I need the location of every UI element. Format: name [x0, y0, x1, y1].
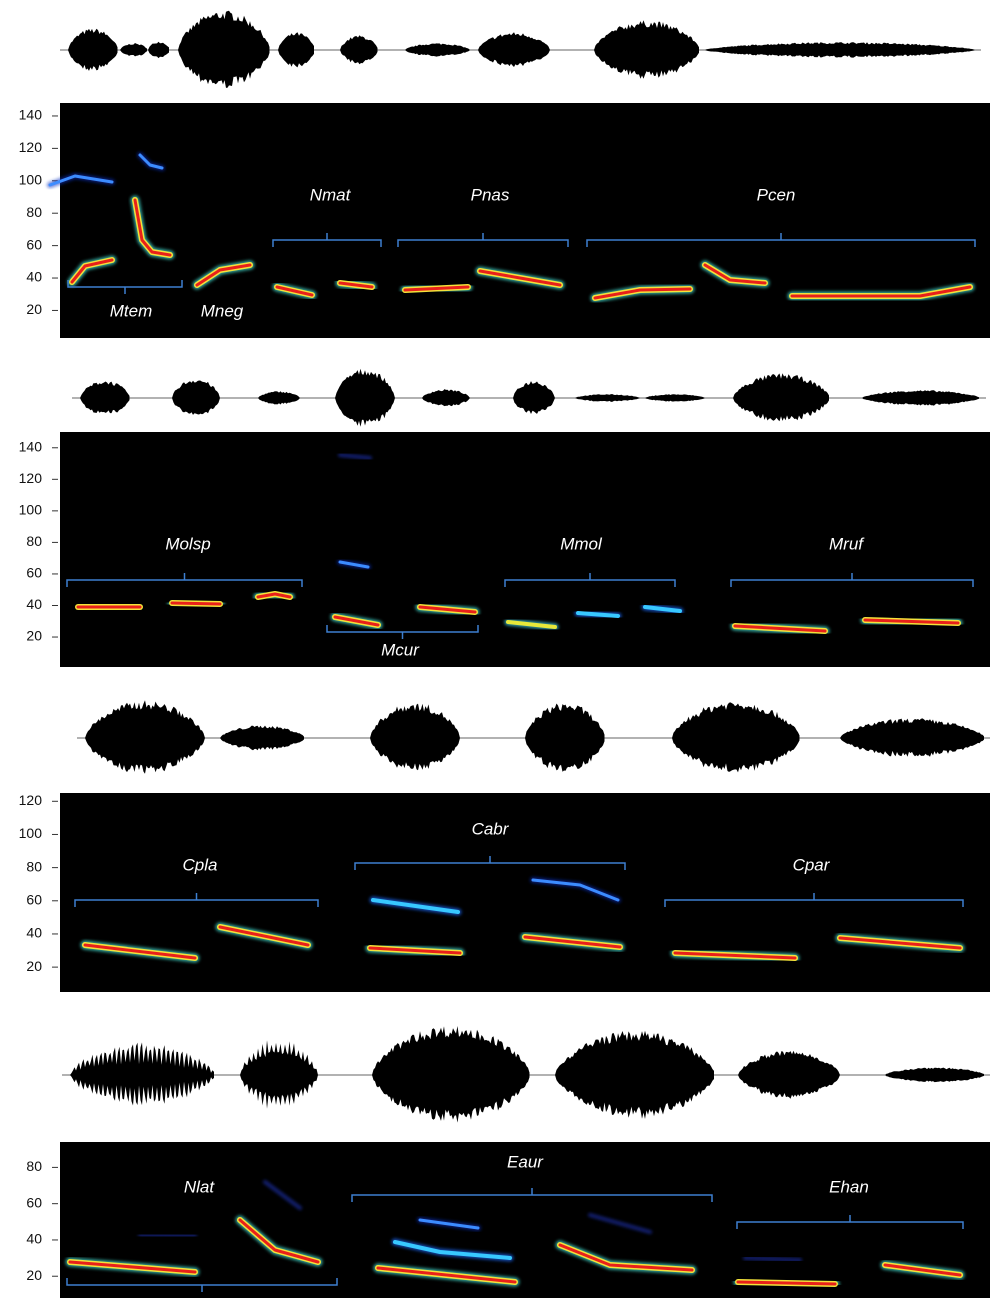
waveform — [672, 702, 800, 772]
waveform — [240, 1040, 318, 1109]
y-tick-label: 80 — [26, 858, 42, 874]
y-tick-label: 20 — [26, 958, 42, 974]
species-label: Mtem — [110, 301, 153, 320]
y-tick-label: 100 — [19, 825, 43, 841]
y-tick-label: 120 — [19, 792, 43, 808]
waveform — [120, 43, 147, 56]
waveform — [738, 1051, 840, 1099]
waveform — [148, 42, 169, 58]
species-label: Pnas — [471, 185, 510, 204]
waveform — [370, 704, 460, 771]
waveform — [733, 373, 829, 421]
species-label: Pcen — [757, 185, 796, 204]
y-tick-label: 120 — [19, 139, 43, 155]
y-tick-label: 140 — [19, 107, 43, 123]
waveform — [422, 389, 470, 406]
y-tick-label: 80 — [26, 204, 42, 220]
waveform — [68, 29, 118, 71]
species-label: Ehan — [829, 1177, 869, 1196]
waveform — [172, 381, 220, 415]
waveform — [513, 381, 555, 414]
y-tick-label: 60 — [26, 891, 42, 907]
species-label: Nlat — [184, 1177, 216, 1196]
species-label: Eaur — [507, 1152, 544, 1171]
waveform — [70, 1042, 214, 1105]
y-tick-label: 40 — [26, 596, 42, 612]
y-tick-label: 40 — [26, 269, 42, 285]
spectrogram — [60, 103, 990, 338]
waveform — [525, 704, 605, 772]
y-tick-label: 140 — [19, 438, 43, 454]
call-trace — [738, 1282, 835, 1284]
y-tick-label: 20 — [26, 1267, 42, 1283]
y-tick-label: 40 — [26, 925, 42, 941]
y-tick-label: 60 — [26, 236, 42, 252]
waveform — [645, 394, 705, 401]
y-tick-label: 20 — [26, 301, 42, 317]
species-label: Molsp — [165, 534, 210, 553]
species-label: Nmat — [310, 185, 352, 204]
waveform — [885, 1068, 984, 1083]
waveform — [258, 391, 300, 404]
y-tick-label: 60 — [26, 565, 42, 581]
waveform — [85, 700, 205, 774]
waveform — [555, 1031, 714, 1119]
waveform — [340, 35, 378, 64]
species-label: Mneg — [201, 301, 244, 320]
waveform — [220, 726, 304, 751]
species-label: Mcur — [381, 640, 420, 659]
species-label: Mruf — [829, 534, 865, 553]
species-label: Cabr — [472, 819, 510, 838]
page: 20 40 60 80 100 120 140 Mtem Mneg Nmat Pnas Pcen 20 4… — [0, 0, 990, 1298]
waveform — [840, 718, 984, 756]
y-tick-label: 20 — [26, 628, 42, 644]
species-label: Cpar — [793, 855, 831, 874]
y-tick-label: 80 — [26, 533, 42, 549]
y-tick-label: 120 — [19, 470, 43, 486]
call-trace — [140, 1235, 195, 1236]
call-trace — [745, 1258, 800, 1260]
waveform — [80, 382, 130, 414]
waveform — [405, 43, 470, 56]
waveform — [178, 11, 270, 88]
waveform — [705, 42, 975, 57]
species-label: Mmol — [560, 534, 603, 553]
waveform — [278, 32, 314, 67]
waveform — [478, 32, 550, 67]
y-tick-label: 60 — [26, 1194, 42, 1210]
waveform — [862, 390, 979, 405]
spectrogram — [60, 793, 990, 992]
waveform — [372, 1026, 530, 1123]
waveform — [575, 394, 640, 402]
figure: 20 40 60 80 100 120 140 Mtem Mneg Nmat Pnas Pcen 20 4… — [0, 0, 990, 1298]
y-tick-label: 100 — [19, 502, 43, 518]
y-tick-label: 40 — [26, 1231, 42, 1247]
species-label: Cpla — [183, 855, 218, 874]
call-trace — [172, 603, 220, 604]
waveform — [594, 20, 699, 78]
y-tick-label: 100 — [19, 171, 43, 187]
y-tick-label: 80 — [26, 1158, 42, 1174]
waveform — [335, 369, 395, 427]
